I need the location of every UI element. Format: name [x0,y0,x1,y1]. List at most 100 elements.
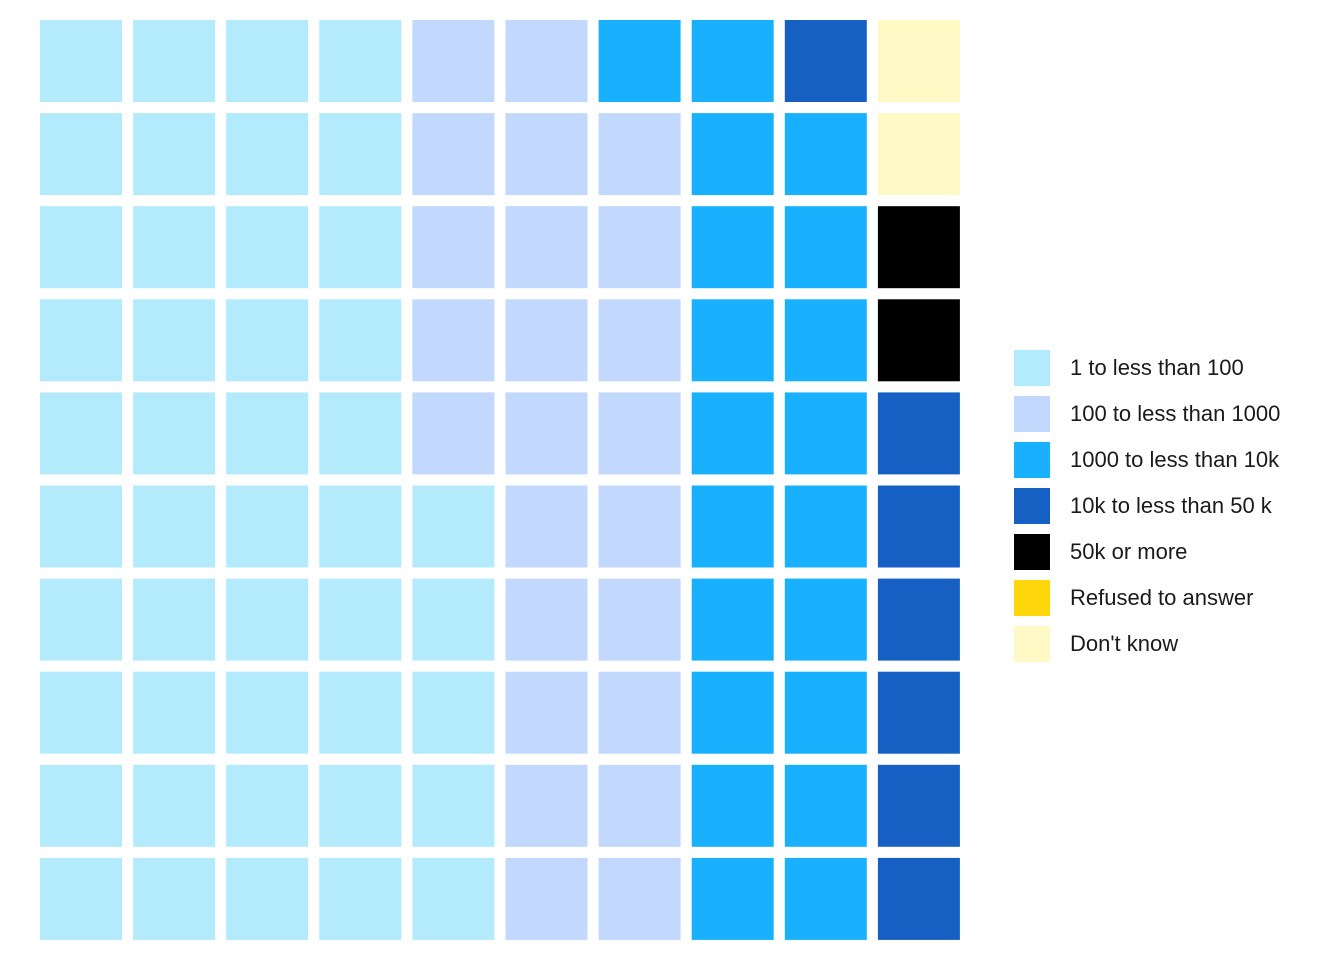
waffle-square [40,764,122,847]
waffle-square [226,857,309,940]
waffle-square [40,299,122,382]
waffle-square [691,485,774,568]
waffle-square [412,392,495,475]
waffle-square [40,671,122,754]
waffle-square [691,764,774,847]
waffle-square [319,113,402,196]
waffle-square [691,671,774,754]
waffle-square [784,20,867,102]
waffle-square [505,578,588,661]
waffle-square [133,857,216,940]
waffle-square [598,578,681,661]
legend-item-refused: Refused to answer [1014,575,1280,621]
waffle-square [319,857,402,940]
legend-item-10k-to-50k: 10k to less than 50 k [1014,483,1280,529]
waffle-square [133,206,216,289]
legend-item-1-to-100: 1 to less than 100 [1014,345,1280,391]
waffle-square [784,299,867,382]
waffle-square [505,113,588,196]
waffle-square [40,578,122,661]
waffle-square [877,299,960,382]
waffle-square [412,113,495,196]
waffle-square [784,578,867,661]
waffle-square [319,578,402,661]
waffle-square [319,764,402,847]
waffle-square [784,764,867,847]
waffle-square [319,20,402,102]
waffle-square [505,764,588,847]
waffle-square [877,113,960,196]
waffle-square [877,671,960,754]
waffle-square [598,392,681,475]
waffle-square [319,671,402,754]
waffle-square [784,113,867,196]
legend-swatch [1014,350,1050,386]
waffle-square [877,392,960,475]
waffle-square [691,299,774,382]
waffle-square [133,578,216,661]
waffle-square [598,206,681,289]
waffle-square [598,764,681,847]
waffle-square [412,20,495,102]
waffle-square [598,485,681,568]
legend-label: 100 to less than 1000 [1070,401,1281,426]
legend-label: 50k or more [1070,539,1188,564]
waffle-square [598,113,681,196]
waffle-square [412,764,495,847]
legend-label: 1 to less than 100 [1070,355,1244,380]
waffle-square [319,485,402,568]
waffle-square [505,206,588,289]
waffle-square [226,20,309,102]
waffle-square [877,20,960,102]
waffle-square [319,392,402,475]
waffle-square [133,485,216,568]
waffle-square [505,20,588,102]
waffle-square [412,578,495,661]
waffle-square [133,20,216,102]
waffle-square [226,485,309,568]
waffle-square [40,113,122,196]
waffle-square [40,20,122,102]
waffle-square [319,206,402,289]
waffle-square [412,485,495,568]
waffle-square [505,485,588,568]
waffle-square [226,764,309,847]
waffle-square [877,485,960,568]
waffle-square [133,113,216,196]
waffle-square [784,671,867,754]
legend-swatch [1014,396,1050,432]
waffle-square [691,113,774,196]
waffle-square [505,857,588,940]
waffle-square [598,299,681,382]
waffle-square [226,299,309,382]
legend-item-50k-or-more: 50k or more [1014,529,1280,575]
waffle-square [877,578,960,661]
waffle-square [598,671,681,754]
legend-label: Refused to answer [1070,585,1254,610]
waffle-square [784,857,867,940]
waffle-square [877,764,960,847]
waffle-square [691,20,774,102]
waffle-square [691,578,774,661]
waffle-square [412,857,495,940]
waffle-square [784,485,867,568]
waffle-square [133,392,216,475]
waffle-square [598,857,681,940]
waffle-square [226,113,309,196]
waffle-square [877,857,960,940]
legend-item-1000-to-10k: 1000 to less than 10k [1014,437,1280,483]
waffle-square [412,206,495,289]
waffle-square [598,20,681,102]
legend-item-dont-know: Don't know [1014,621,1280,667]
legend-swatch [1014,580,1050,616]
waffle-square [784,206,867,289]
waffle-square [691,206,774,289]
waffle-square [505,299,588,382]
waffle-square [784,392,867,475]
waffle-square [40,392,122,475]
legend-label: 10k to less than 50 k [1070,493,1272,518]
waffle-square [40,485,122,568]
waffle-square [412,299,495,382]
waffle-square [412,671,495,754]
